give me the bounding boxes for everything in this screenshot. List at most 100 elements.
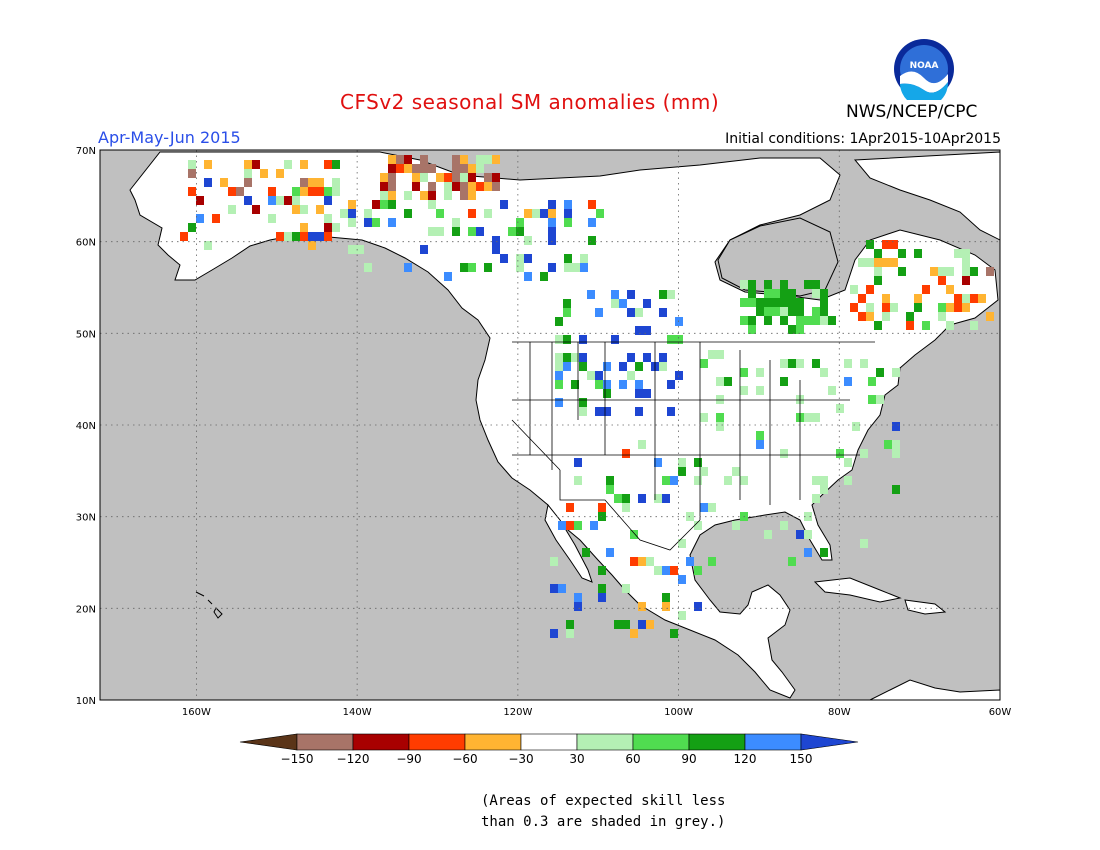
anomaly-cell bbox=[580, 263, 588, 272]
anomaly-cell bbox=[516, 218, 524, 227]
anomaly-cell bbox=[388, 155, 396, 164]
anomaly-cell bbox=[563, 362, 571, 371]
anomaly-cell bbox=[388, 164, 396, 173]
anomaly-cell bbox=[598, 584, 606, 593]
anomaly-cell bbox=[868, 377, 876, 386]
anomaly-cell bbox=[571, 353, 579, 362]
anomaly-cell bbox=[646, 620, 654, 629]
anomaly-cell bbox=[667, 407, 675, 416]
anomaly-cell bbox=[364, 218, 372, 227]
hispaniola-island bbox=[904, 599, 947, 615]
anomaly-cell bbox=[820, 548, 828, 557]
anomaly-cell bbox=[796, 298, 804, 307]
anomaly-cell bbox=[524, 209, 532, 218]
anomaly-cell bbox=[756, 307, 764, 316]
baja-peninsula bbox=[544, 503, 593, 583]
anomaly-cell bbox=[587, 290, 595, 299]
anomaly-cell bbox=[694, 521, 702, 530]
anomaly-cell bbox=[898, 267, 906, 276]
anomaly-cell bbox=[588, 236, 596, 245]
anomaly-cell bbox=[788, 289, 796, 298]
anomaly-cell bbox=[324, 187, 332, 196]
legend-tick-label: −120 bbox=[337, 752, 370, 766]
anomaly-cell bbox=[638, 620, 646, 629]
anomaly-cell bbox=[675, 317, 683, 326]
anomaly-cell bbox=[364, 263, 372, 272]
anomaly-cell bbox=[598, 503, 606, 512]
anomaly-cell bbox=[484, 209, 492, 218]
anomaly-cell bbox=[404, 164, 412, 173]
anomaly-cell bbox=[716, 350, 724, 359]
anomaly-cell bbox=[756, 440, 764, 449]
anomaly-cell bbox=[566, 503, 574, 512]
anomaly-cell bbox=[796, 530, 804, 539]
anomaly-cell bbox=[452, 218, 460, 227]
anomaly-cell bbox=[492, 236, 500, 245]
anomaly-cell bbox=[268, 214, 276, 223]
anomaly-cell bbox=[914, 303, 922, 312]
anomaly-cell bbox=[756, 431, 764, 440]
anomaly-cell bbox=[563, 299, 571, 308]
anomaly-cell bbox=[708, 350, 716, 359]
legend-swatch bbox=[464, 733, 522, 751]
anomaly-cell bbox=[812, 280, 820, 289]
anomaly-cell bbox=[850, 285, 858, 294]
anomaly-cell bbox=[572, 263, 580, 272]
anomaly-cell bbox=[555, 317, 563, 326]
anomaly-cell bbox=[555, 335, 563, 344]
anomaly-cell bbox=[412, 173, 420, 182]
anomaly-cell bbox=[364, 209, 372, 218]
anomaly-cell bbox=[836, 449, 844, 458]
anomaly-cell bbox=[558, 521, 566, 530]
anomaly-cell bbox=[962, 276, 970, 285]
anomaly-cell bbox=[820, 368, 828, 377]
anomaly-cell bbox=[564, 209, 572, 218]
anomaly-cell bbox=[670, 566, 678, 575]
anomaly-cell bbox=[804, 316, 812, 325]
anomaly-cell bbox=[780, 449, 788, 458]
anomaly-cell bbox=[756, 298, 764, 307]
anomaly-cell bbox=[716, 413, 724, 422]
anomaly-cell bbox=[598, 593, 606, 602]
anomaly-cell bbox=[356, 245, 364, 254]
anomaly-cell bbox=[643, 326, 651, 335]
lon-tick-label: 120W bbox=[503, 707, 532, 718]
anomaly-cell bbox=[300, 187, 308, 196]
anomaly-cell bbox=[876, 368, 884, 377]
anomaly-cell bbox=[654, 458, 662, 467]
anomaly-cell bbox=[986, 312, 994, 321]
anomaly-cell bbox=[268, 196, 276, 205]
anomaly-cell bbox=[540, 272, 548, 281]
anomaly-cell bbox=[564, 218, 572, 227]
anomaly-cell bbox=[764, 530, 772, 539]
legend-swatch bbox=[744, 733, 802, 751]
anomaly-cell bbox=[332, 223, 340, 232]
anomaly-cell bbox=[844, 458, 852, 467]
lon-tick-label: 100W bbox=[664, 707, 693, 718]
anomaly-cell bbox=[324, 214, 332, 223]
anomaly-cell bbox=[444, 173, 452, 182]
anomaly-cell bbox=[468, 191, 476, 200]
anomaly-cell bbox=[884, 440, 892, 449]
anomaly-cell bbox=[866, 285, 874, 294]
anomaly-cell bbox=[986, 267, 994, 276]
anomaly-cell bbox=[627, 290, 635, 299]
anomaly-cell bbox=[548, 218, 556, 227]
anomaly-cell bbox=[436, 173, 444, 182]
anomaly-cell bbox=[659, 308, 667, 317]
anomaly-cell bbox=[348, 209, 356, 218]
legend-arrow-high bbox=[800, 733, 859, 751]
anomaly-cell bbox=[667, 380, 675, 389]
anomaly-cell bbox=[550, 557, 558, 566]
anomaly-cell bbox=[540, 209, 548, 218]
anomaly-cell bbox=[276, 169, 284, 178]
anomaly-cell bbox=[764, 307, 772, 316]
anomaly-cell bbox=[619, 362, 627, 371]
anomaly-cell bbox=[500, 254, 508, 263]
anomaly-cell bbox=[780, 307, 788, 316]
anomaly-cell bbox=[564, 200, 572, 209]
anomaly-cell bbox=[579, 398, 587, 407]
anomaly-cell bbox=[675, 335, 683, 344]
anomaly-cell bbox=[898, 249, 906, 258]
